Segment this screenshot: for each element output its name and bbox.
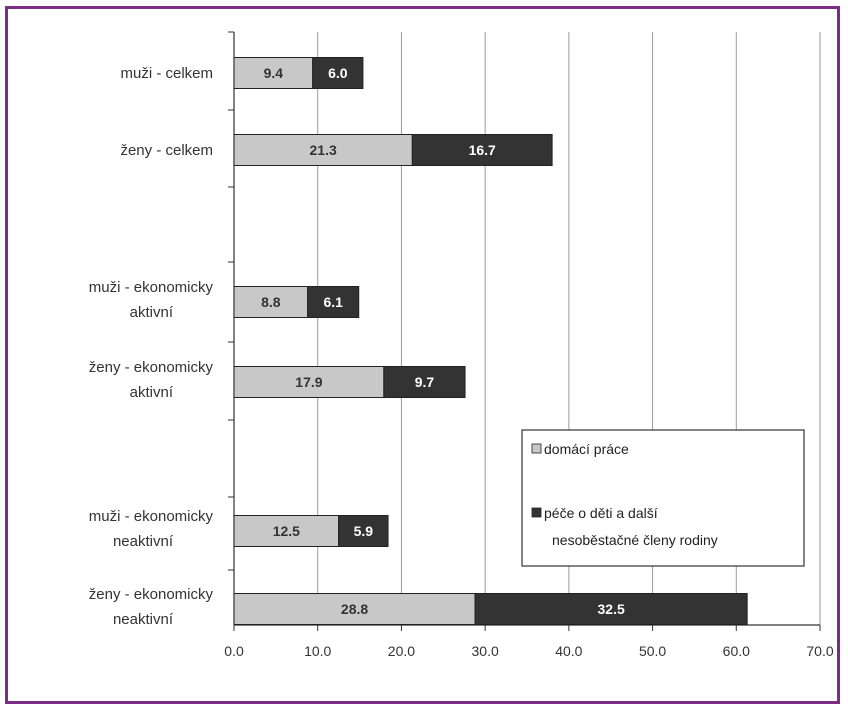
bar-segment [312, 57, 364, 89]
legend-box [521, 429, 805, 567]
category-label: ženy - ekonomicky [89, 359, 214, 376]
bar-segment [233, 57, 314, 89]
data-label: 8.8 [261, 294, 281, 310]
bar-segment [338, 515, 389, 547]
bar-segment [233, 515, 340, 547]
bar-segment [307, 286, 360, 318]
bar-segment [411, 134, 553, 166]
legend-label: domácí práce [544, 441, 629, 457]
bar-segment [233, 286, 309, 318]
data-label: 21.3 [310, 142, 337, 158]
legend-label: péče o děti a další [544, 505, 658, 521]
data-label: 9.7 [415, 374, 435, 390]
bar-segment [474, 593, 748, 625]
x-tick-label: 70.0 [806, 643, 833, 659]
data-label: 9.4 [264, 65, 284, 81]
category-label: neaktivní [113, 533, 174, 550]
bar-segment [233, 366, 385, 398]
data-label: 6.0 [328, 65, 348, 81]
bar-segment [383, 366, 466, 398]
category-label: muži - ekonomicky [89, 279, 214, 296]
data-label: 12.5 [273, 523, 300, 539]
data-label: 28.8 [341, 601, 368, 617]
x-tick-label: 10.0 [304, 643, 331, 659]
category-label: aktivní [130, 304, 174, 321]
category-label: ženy - celkem [120, 142, 213, 159]
x-tick-label: 0.0 [224, 643, 244, 659]
legend-swatch [531, 443, 542, 454]
data-label: 17.9 [295, 374, 322, 390]
data-label: 6.1 [323, 294, 343, 310]
category-label: ženy - ekonomicky [89, 586, 214, 603]
category-label: neaktivní [113, 611, 174, 628]
x-tick-label: 60.0 [723, 643, 750, 659]
bar-segment [233, 593, 476, 625]
bar-segment [233, 134, 413, 166]
chart-frame [5, 6, 840, 704]
x-tick-label: 50.0 [639, 643, 666, 659]
x-tick-label: 40.0 [555, 643, 582, 659]
data-label: 32.5 [598, 601, 625, 617]
x-tick-label: 30.0 [472, 643, 499, 659]
legend-label: nesoběstačné členy rodiny [552, 532, 718, 548]
category-label: aktivní [130, 384, 174, 401]
legend-swatch [531, 507, 542, 518]
data-label: 5.9 [354, 523, 374, 539]
category-label: muži - ekonomicky [89, 508, 214, 525]
x-tick-label: 20.0 [388, 643, 415, 659]
data-label: 16.7 [469, 142, 496, 158]
category-label: muži - celkem [120, 65, 213, 82]
